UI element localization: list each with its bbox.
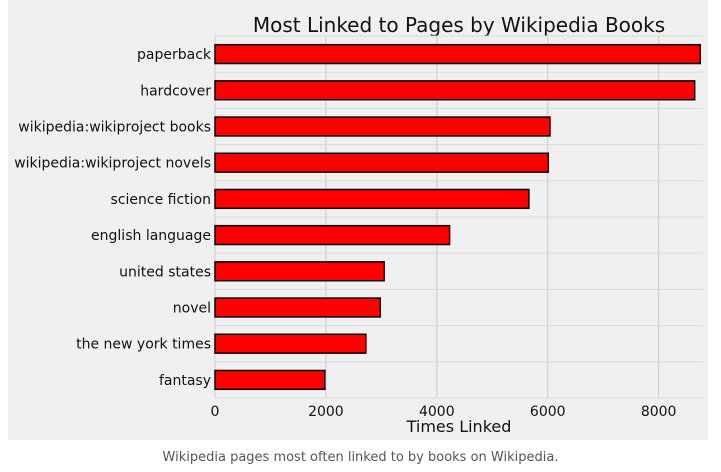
bar-fantasy <box>214 369 326 391</box>
bar-english-language <box>214 224 451 246</box>
chart-figure: Most Linked to Pages by Wikipedia Books … <box>8 0 708 440</box>
bar-hardcover <box>214 80 696 101</box>
bar-science-fiction <box>214 188 530 210</box>
bar-novel <box>214 297 382 318</box>
y-tick-label: english language <box>91 228 211 244</box>
y-tick-label: paperback <box>137 47 212 63</box>
x-tick-label: 6000 <box>530 404 566 420</box>
bar-wikipedia-wikiproject-books <box>214 116 551 137</box>
x-tick-label: 4000 <box>419 404 455 420</box>
x-tick-label: 2000 <box>308 404 344 420</box>
x-tick-label: 0 <box>211 404 220 420</box>
bar-wikipedia-wikiproject-novels <box>214 152 550 173</box>
y-tick-label: wikipedia:wikiproject books <box>18 120 211 136</box>
y-tick-label: science fiction <box>111 192 211 208</box>
bar-chart: Most Linked to Pages by Wikipedia Books … <box>14 13 703 436</box>
bar-paperback <box>214 43 701 65</box>
y-tick-label: fantasy <box>159 373 211 389</box>
x-axis-label: Times Linked <box>406 417 512 436</box>
y-tick-label: united states <box>119 264 211 280</box>
y-tick-label: hardcover <box>140 83 211 99</box>
x-tick-label: 8000 <box>641 404 677 420</box>
chart-title: Most Linked to Pages by Wikipedia Books <box>253 13 665 37</box>
bar-united-states <box>214 261 385 282</box>
y-tick-label: novel <box>173 301 211 317</box>
y-tick-label: wikipedia:wikiproject novels <box>14 156 211 172</box>
y-tick-label: the new york times <box>76 337 211 353</box>
figure-caption: Wikipedia pages most often linked to by … <box>162 450 559 465</box>
bar-the-new-york-times <box>214 333 367 354</box>
